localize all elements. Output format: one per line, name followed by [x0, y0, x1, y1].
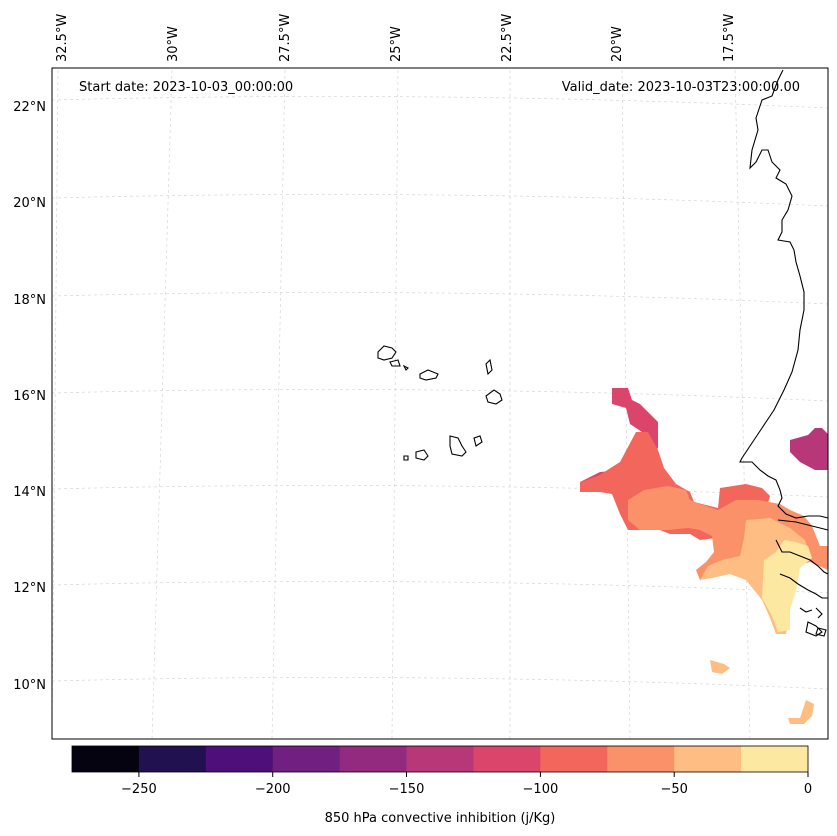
graticule [51, 69, 829, 740]
cape-verde-maio [473, 435, 483, 447]
lat-gridline-20n [51, 194, 829, 207]
colorbar: −250 −200 −150 −100 −50 0 850 hPa convec… [71, 745, 812, 826]
colorbar-swatch-2 [205, 746, 274, 772]
colorbar-swatches [72, 746, 809, 772]
lat-label-12n: 12°N [13, 581, 46, 596]
lon-label-25w: 25°W [389, 26, 404, 62]
lat-label-16n: 16°N [13, 389, 46, 404]
lat-gridline-22n [51, 96, 829, 109]
colorbar-tick-label-m250: −250 [121, 782, 157, 797]
colorbar-swatch-5 [406, 746, 474, 772]
lon-label-20w: 20°W [610, 26, 625, 62]
lat-label-20n: 20°N [13, 196, 46, 211]
colorbar-swatch-10 [741, 746, 809, 772]
colorbar-swatch-9 [674, 746, 742, 772]
lon-label-30w: 30°W [166, 26, 181, 62]
colorbar-swatch-8 [607, 746, 675, 772]
colorbar-title: 850 hPa convective inhibition (j/Kg) [325, 811, 556, 826]
colorbar-tick-label-m200: −200 [255, 782, 291, 797]
colorbar-outline [71, 745, 809, 773]
colorbar-swatch-4 [339, 746, 408, 772]
cape-verde-sao-nicolau [419, 369, 439, 381]
colorbar-tick-label-m100: −100 [523, 782, 559, 797]
colorbar-swatch-3 [272, 746, 341, 772]
lat-gridline-18n [51, 292, 829, 305]
guinea-bissau-coastline [775, 539, 829, 575]
lat-label-18n: 18°N [13, 293, 46, 308]
lon-labels: 32.5°W 30°W 27.5°W 25°W 22.5°W 20°W 17.5… [55, 14, 737, 62]
lat-labels: 22°N 20°N 18°N 16°N 14°N 12°N 10°N [13, 100, 46, 693]
cape-verde-santa-luzia [402, 364, 409, 371]
colorbar-swatch-6 [473, 746, 541, 772]
cape-verde-santiago [449, 435, 467, 457]
cape-verde-boa-vista [485, 389, 503, 405]
colorbar-swatch-0 [72, 746, 140, 772]
cin-shade-m150-m125 [790, 428, 828, 470]
lat-gridline-10n [51, 677, 829, 690]
map-area [52, 68, 828, 739]
lat-label-22n: 22°N [13, 100, 46, 115]
lon-label-32-5w: 32.5°W [55, 14, 70, 62]
cape-verde-santo-antao [377, 345, 397, 361]
cape-verde-sal [485, 358, 493, 376]
colorbar-ticks [138, 772, 809, 777]
cape-verde-sao-vicente [389, 359, 401, 367]
africa-coastline [739, 69, 829, 519]
cape-verde-brava [403, 455, 409, 461]
colorbar-swatch-1 [138, 746, 207, 772]
lon-label-22-5w: 22.5°W [500, 14, 515, 62]
lat-label-14n: 14°N [13, 485, 46, 500]
cape-verde-fogo [415, 449, 429, 461]
coastlines [377, 69, 829, 637]
colorbar-swatch-7 [540, 746, 608, 772]
valid-date-label: Valid_date: 2023-10-03T23:00:00.00 [562, 80, 800, 95]
colorbar-tick-label-m150: −150 [389, 782, 425, 797]
lat-gridline-14n [51, 485, 829, 498]
lat-gridline-12n [51, 581, 829, 594]
colorbar-tick-label-m50: −50 [660, 782, 687, 797]
lat-label-10n: 10°N [13, 678, 46, 693]
cin-shade-m25-0 [762, 540, 812, 632]
colorbar-tick-label-0: 0 [804, 782, 812, 797]
lon-label-17-5w: 17.5°W [722, 14, 737, 62]
guinea-coastline [779, 573, 828, 599]
cin-filled-contours [580, 388, 828, 724]
lon-label-27-5w: 27.5°W [278, 14, 293, 62]
start-date-label: Start date: 2023-10-03_00:00:00 [79, 80, 293, 95]
lat-gridline-16n [51, 389, 829, 402]
gambia-coastline [777, 519, 829, 531]
map-frame [51, 67, 829, 740]
bijagos-islands [799, 607, 827, 637]
